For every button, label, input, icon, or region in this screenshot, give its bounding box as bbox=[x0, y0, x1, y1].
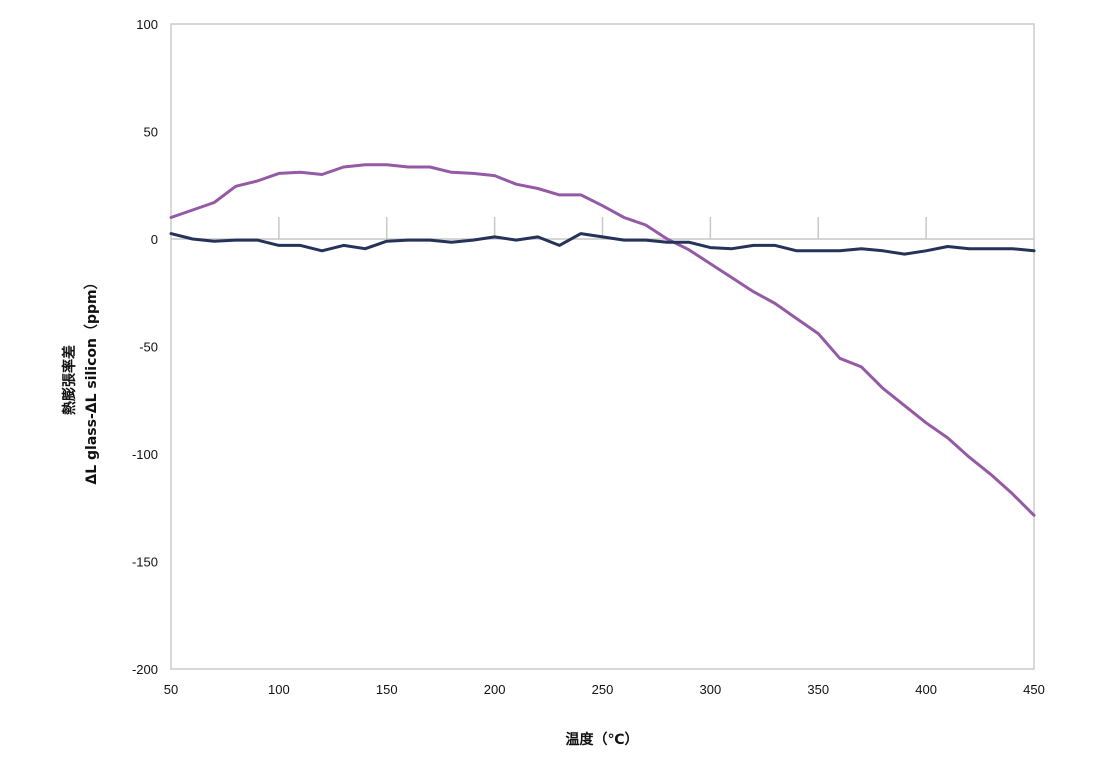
x-tick-label: 450 bbox=[1023, 682, 1045, 697]
y-tick-label: -50 bbox=[139, 340, 158, 355]
y-axis-title-line1: 熱膨張率差 bbox=[61, 345, 78, 415]
y-tick-label: -100 bbox=[132, 447, 158, 462]
x-tick-label: 350 bbox=[807, 682, 829, 697]
series-line-1 bbox=[169, 163, 1036, 517]
x-tick-label: 250 bbox=[592, 682, 614, 697]
x-axis-ticks: 50 100 150 200 250 300 350 400 450 bbox=[164, 682, 1045, 697]
x-tick-label: 300 bbox=[700, 682, 722, 697]
x-tick-label: 100 bbox=[268, 682, 290, 697]
y-tick-label: -150 bbox=[132, 555, 158, 570]
y-tick-label: 0 bbox=[151, 232, 158, 247]
y-tick-label: 100 bbox=[136, 17, 158, 32]
series-line-2 bbox=[169, 232, 1036, 256]
y-axis-title-line2: ΔL glass-ΔL silicon（ppm） bbox=[84, 275, 100, 484]
x-tick-label: 400 bbox=[915, 682, 937, 697]
y-axis-ticks: 100 50 0 -50 -100 -150 -200 bbox=[132, 17, 158, 677]
x-tick-label: 200 bbox=[484, 682, 506, 697]
x-tick-label: 150 bbox=[376, 682, 398, 697]
y-tick-label: 50 bbox=[144, 125, 158, 140]
x-tick-label: 50 bbox=[164, 682, 178, 697]
zero-line-ticks bbox=[278, 217, 927, 239]
y-tick-label: -200 bbox=[132, 662, 158, 677]
series-layer bbox=[169, 163, 1036, 517]
plot-area bbox=[170, 23, 1035, 670]
x-axis-title: 温度（℃） bbox=[566, 731, 639, 748]
